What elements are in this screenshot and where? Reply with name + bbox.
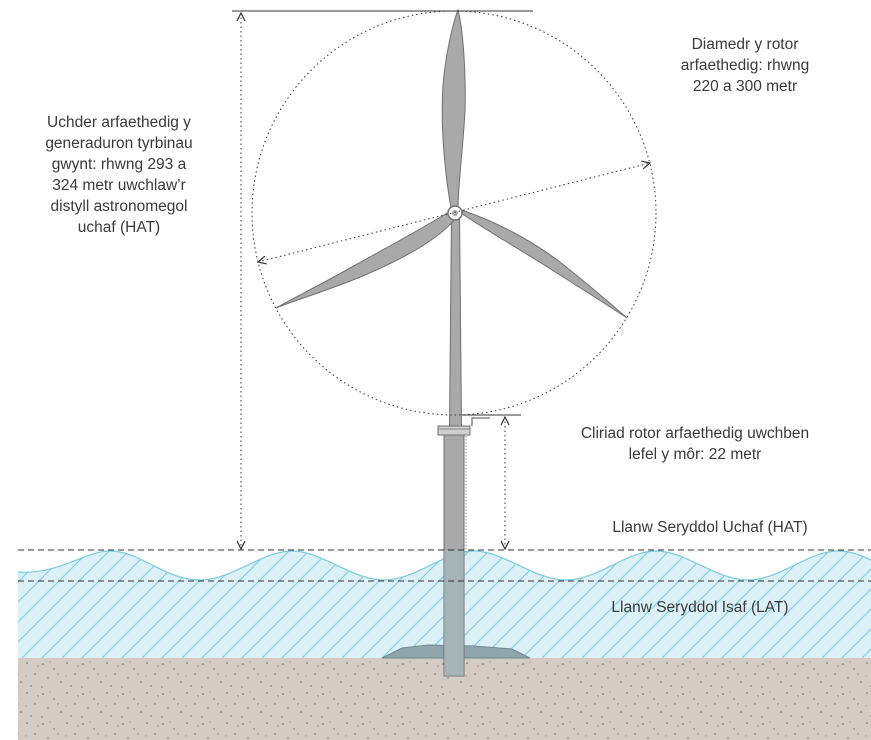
hat-label: Llanw Seryddol Uchaf (HAT) <box>612 519 808 536</box>
turbine-tower <box>448 213 463 427</box>
rotor-hub-center <box>452 210 458 216</box>
blade-top <box>441 8 466 209</box>
monopile-underwater-tint <box>444 551 464 676</box>
lat-label: Llanw Seryddol Isaf (LAT) <box>611 599 789 616</box>
rotor-swept-area-circle <box>251 10 657 416</box>
blade-right <box>456 209 628 319</box>
transition-platform <box>437 425 471 436</box>
rotor-diameter-label: Diamedr y rotor arfaethedig: rhwng 220 a… <box>680 36 810 95</box>
crane-davit <box>471 417 490 426</box>
turbine-height-label: Uchder arfaethedig y generaduron tyrbina… <box>45 114 193 236</box>
blade-left <box>275 209 456 309</box>
water-surface-wave <box>17 550 871 581</box>
rotor-clearance-label: Cliriad rotor arfaethedig uwchben lefel … <box>580 425 810 463</box>
